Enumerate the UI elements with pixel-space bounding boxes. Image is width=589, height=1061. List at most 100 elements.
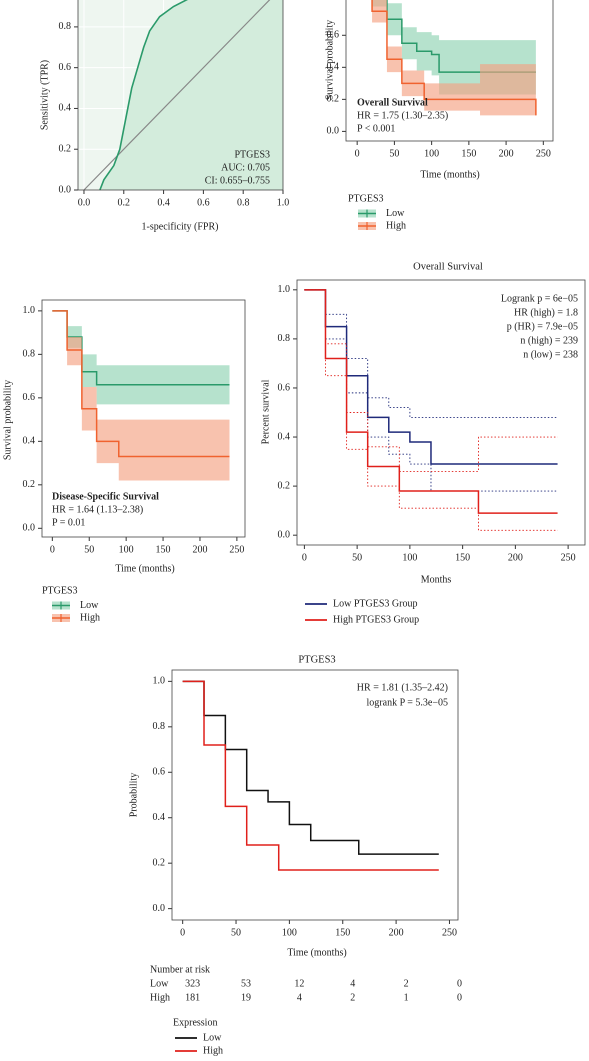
annotation: n (high) = 239 — [520, 335, 578, 346]
x-axis-label: Time (months) — [287, 947, 346, 958]
annotation: HR = 1.81 (1.35–2.42) — [357, 682, 448, 693]
survival-curve — [182, 680, 439, 871]
risk-count: 0 — [457, 992, 462, 1003]
data-layer — [52, 310, 230, 481]
x-tick-label: 0.8 — [237, 197, 250, 208]
chart-title: Overall Survival — [413, 261, 483, 272]
risk-count: 2 — [350, 992, 355, 1003]
x-tick-label: 0.2 — [118, 197, 131, 208]
roc-area — [99, 0, 283, 190]
chart-title: PTGES3 — [298, 654, 335, 665]
survival-curve — [182, 680, 439, 855]
confidence-line — [304, 289, 558, 472]
data-layer — [182, 680, 439, 871]
y-tick-label: 1.0 — [153, 676, 166, 687]
y-tick-label: 0.6 — [153, 767, 166, 778]
panel: 0 50 100 150 200 250 0.0 0.2 0.4 0.6 Time (months)… — [324, 0, 554, 231]
y-axis-label: Sensitivity (TPR) — [39, 60, 50, 130]
x-tick-label: 200 — [499, 148, 514, 159]
x-axis-label: Months — [421, 574, 452, 585]
risk-count: 4 — [350, 978, 355, 989]
x-axis-label: 1-specificity (FPR) — [142, 221, 219, 232]
survival-curve — [52, 310, 230, 458]
annotation: Logrank p = 6e−05 — [501, 293, 578, 304]
y-tick-label: 0.0 — [153, 903, 166, 914]
plot-frame — [41, 299, 246, 538]
annotation: HR = 1.75 (1.30–2.35) — [357, 110, 448, 121]
x-tick-label: 0.0 — [78, 197, 91, 208]
x-tick-label: 200 — [389, 927, 404, 938]
risk-count: 4 — [297, 992, 302, 1003]
legend-label: High — [386, 220, 406, 231]
risk-count: 19 — [241, 992, 251, 1003]
risk-count: 323 — [185, 978, 200, 989]
legend-label: High — [80, 612, 100, 623]
y-tick-label: 0.0 — [23, 523, 36, 534]
plot-area — [172, 670, 458, 920]
legend-label: Low — [80, 600, 99, 611]
plot-frame — [77, 0, 284, 191]
annotation: HR (high) = 1.8 — [514, 307, 578, 318]
x-tick-label: 0.4 — [157, 197, 170, 208]
panel: 0 50 100 150 200 250 0.0 0.2 0.4 0.6 0.8 1.0 Overall… — [260, 261, 586, 625]
y-axis-label: Survival probability — [2, 380, 13, 460]
x-tick-label: 100 — [119, 544, 134, 555]
y-tick-label: 0.4 — [327, 62, 340, 73]
plot-frame — [171, 669, 459, 921]
risk-count: 181 — [185, 992, 200, 1003]
x-tick-label: 250 — [536, 148, 551, 159]
x-tick-label: 200 — [192, 544, 207, 555]
data-layer — [371, 0, 537, 127]
x-tick-label: 50 — [84, 544, 94, 555]
y-tick-label: 0.4 — [23, 436, 36, 447]
y-tick-label: 0.8 — [278, 333, 291, 344]
annotation: P < 0.001 — [357, 123, 395, 134]
y-tick-label: 0.4 — [59, 103, 72, 114]
y-tick-label: 0.6 — [278, 382, 291, 393]
survival-curve — [304, 289, 558, 465]
annotation: CI: 0.655–0.755 — [205, 175, 270, 186]
plot-frame — [345, 0, 554, 142]
y-tick-label: 0.0 — [59, 184, 72, 195]
x-tick-label: 250 — [229, 544, 244, 555]
risk-row-label: Low — [150, 978, 169, 989]
legend-title: PTGES3 — [42, 585, 78, 596]
survival-curve — [371, 0, 537, 116]
x-tick-label: 150 — [156, 544, 171, 555]
x-tick-label: 1.0 — [277, 197, 290, 208]
annotation: P = 0.01 — [52, 517, 85, 528]
legend-label: Low PTGES3 Group — [333, 598, 417, 609]
y-tick-label: 1.0 — [278, 284, 291, 295]
y-tick-label: 0.4 — [153, 812, 166, 823]
risk-count: 0 — [457, 978, 462, 989]
legend-label: Low — [203, 1032, 222, 1043]
y-axis-label: Probability — [128, 773, 139, 817]
x-tick-label: 0.6 — [197, 197, 210, 208]
plot-frame — [296, 279, 586, 546]
survival-curve — [386, 0, 536, 73]
y-tick-label: 0.2 — [153, 857, 166, 868]
data-layer — [304, 289, 558, 531]
y-tick-label: 0.6 — [23, 392, 36, 403]
x-tick-label: 0 — [355, 148, 360, 159]
x-tick-label: 100 — [282, 927, 297, 938]
annotation: Disease-Specific Survival — [52, 491, 159, 502]
risk-title: Number at risk — [150, 964, 210, 975]
x-tick-label: 50 — [352, 552, 362, 563]
annotation: AUC: 0.705 — [221, 162, 270, 173]
risk-count: 2 — [404, 978, 409, 989]
confidence-line — [304, 289, 558, 492]
x-tick-label: 0 — [180, 927, 185, 938]
data-layer — [78, 0, 284, 191]
y-tick-label: 0.2 — [278, 480, 291, 491]
x-tick-label: 250 — [561, 552, 576, 563]
y-tick-label: 0.6 — [327, 30, 340, 41]
x-tick-label: 50 — [389, 148, 399, 159]
x-axis-label: Time (months) — [420, 169, 479, 180]
x-tick-label: 100 — [424, 148, 439, 159]
risk-count: 53 — [241, 978, 251, 989]
legend-label: High — [203, 1045, 223, 1056]
y-tick-label: 0.0 — [327, 126, 340, 137]
x-tick-label: 150 — [455, 552, 470, 563]
x-tick-label: 200 — [508, 552, 523, 563]
